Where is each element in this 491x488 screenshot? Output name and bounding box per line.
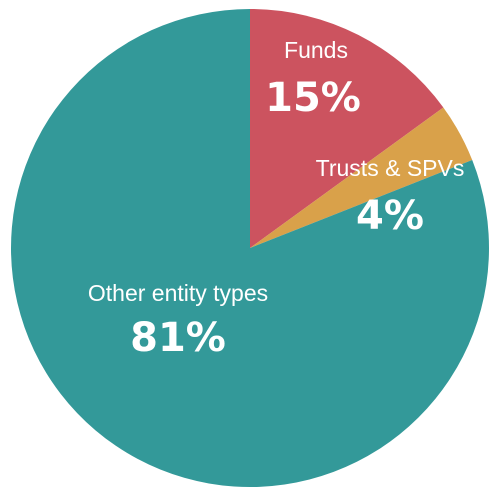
slice-value: 81%: [130, 315, 226, 361]
pie-slice: [11, 9, 490, 487]
slice-label: Trusts & SPVs: [316, 155, 465, 181]
pie-slice: [250, 9, 444, 248]
slice-value: 4%: [356, 193, 424, 239]
slice-label: Other entity types: [88, 280, 268, 306]
pie-slice: [250, 107, 473, 249]
slice-label: Funds: [284, 37, 348, 63]
slice-value: 15%: [265, 75, 361, 121]
